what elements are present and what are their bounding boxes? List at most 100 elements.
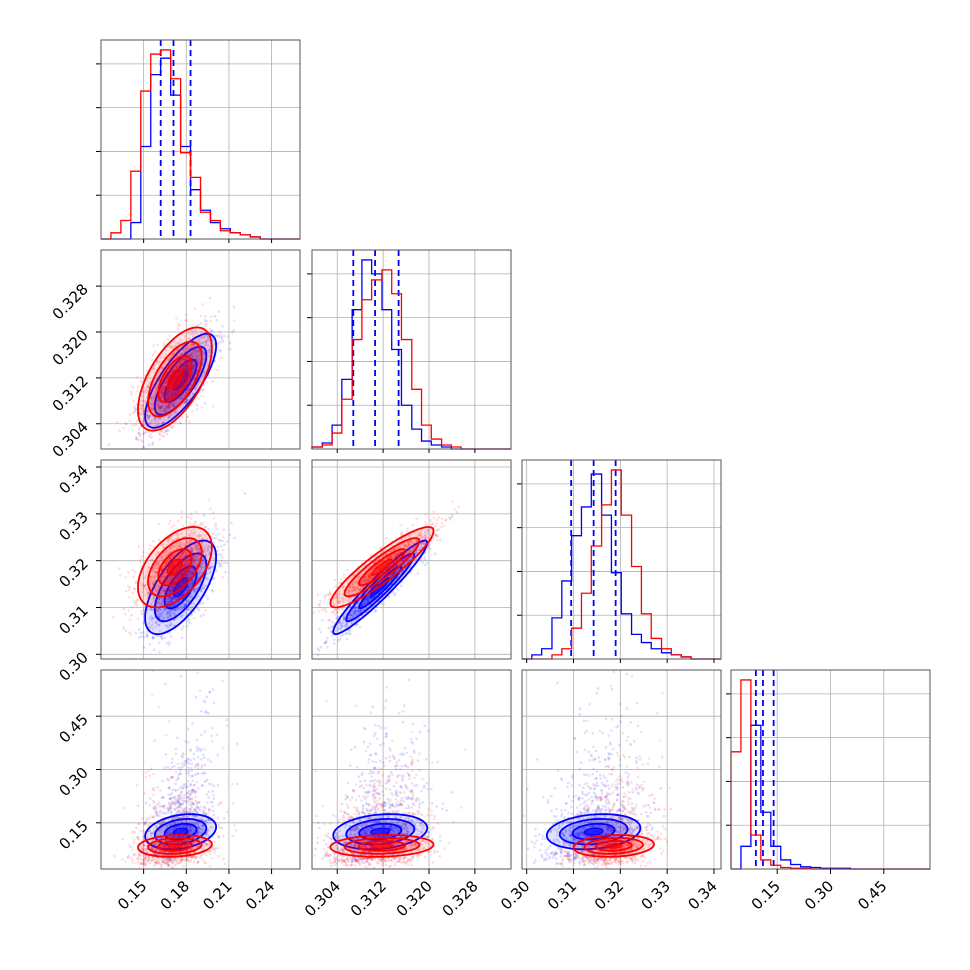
scatter-point bbox=[150, 398, 154, 402]
scatter-point bbox=[187, 583, 191, 586]
scatter-point bbox=[151, 635, 155, 639]
scatter-point bbox=[183, 346, 187, 350]
scatter-point bbox=[142, 621, 145, 625]
scatter-points-series-2 bbox=[111, 498, 225, 636]
scatter-point bbox=[180, 352, 184, 356]
scatter-point bbox=[171, 596, 174, 599]
scatter-point bbox=[203, 526, 207, 529]
scatter-point bbox=[184, 363, 188, 367]
scatter-point bbox=[148, 435, 151, 438]
scatter-point bbox=[190, 373, 194, 376]
scatter-point bbox=[207, 567, 211, 571]
scatter-point bbox=[161, 405, 165, 409]
scatter-point bbox=[149, 433, 152, 436]
scatter-point bbox=[194, 587, 198, 591]
scatter-point bbox=[187, 361, 191, 365]
scatter-point bbox=[187, 570, 191, 574]
scatter-point bbox=[163, 636, 167, 640]
scatter-point bbox=[163, 385, 167, 389]
scatter-point bbox=[194, 354, 198, 357]
scatter-point bbox=[185, 391, 188, 395]
scatter-point bbox=[139, 560, 142, 564]
scatter-point bbox=[161, 393, 165, 396]
scatter-point bbox=[176, 519, 180, 523]
scatter-point bbox=[133, 405, 136, 408]
scatter-point bbox=[226, 334, 230, 338]
scatter-point bbox=[164, 429, 167, 433]
scatter-point bbox=[176, 348, 180, 351]
scatter-point bbox=[188, 386, 191, 390]
scatter-point bbox=[168, 579, 172, 582]
scatter-point bbox=[188, 521, 192, 525]
scatter-point bbox=[220, 338, 224, 342]
scatter-point bbox=[132, 399, 136, 403]
scatter-point bbox=[167, 404, 171, 407]
scatter-point bbox=[175, 608, 178, 612]
scatter-point bbox=[204, 608, 207, 612]
scatter-point bbox=[162, 591, 165, 594]
scatter-point bbox=[176, 398, 180, 402]
scatter-point bbox=[192, 344, 195, 348]
scatter-point bbox=[173, 603, 176, 606]
scatter-point bbox=[170, 599, 174, 602]
scatter-point bbox=[212, 537, 216, 540]
scatter-point bbox=[187, 558, 191, 561]
scatter-point bbox=[160, 391, 163, 394]
scatter-point bbox=[181, 572, 184, 576]
scatter-point bbox=[193, 560, 196, 564]
scatter-point bbox=[188, 363, 192, 367]
scatter-point bbox=[142, 431, 146, 435]
scatter-point bbox=[139, 379, 143, 383]
scatter-point bbox=[187, 362, 190, 365]
scatter-point bbox=[168, 588, 172, 592]
scatter-point bbox=[165, 393, 168, 396]
scatter-point bbox=[151, 443, 155, 446]
scatter-point bbox=[167, 626, 170, 630]
scatter-point bbox=[173, 393, 176, 396]
scatter-point bbox=[159, 390, 162, 393]
scatter-point bbox=[160, 388, 163, 392]
scatter-point bbox=[188, 576, 191, 579]
scatter-point bbox=[178, 397, 182, 400]
scatter-point bbox=[345, 637, 349, 641]
scatter-point bbox=[222, 535, 225, 539]
scatter-point bbox=[166, 406, 170, 409]
scatter-point bbox=[169, 406, 172, 409]
scatter-point bbox=[187, 365, 191, 368]
scatter-point bbox=[153, 416, 157, 419]
scatter-point bbox=[156, 403, 159, 406]
scatter-point bbox=[161, 386, 164, 389]
scatter-point bbox=[167, 601, 171, 604]
scatter-point bbox=[179, 362, 182, 366]
scatter-point bbox=[146, 385, 149, 388]
scatter-point bbox=[169, 605, 173, 608]
scatter-point bbox=[164, 405, 167, 409]
scatter-point bbox=[206, 336, 210, 339]
scatter-point bbox=[211, 405, 215, 408]
scatter-point bbox=[169, 395, 172, 398]
scatter-point bbox=[167, 397, 171, 400]
scatter-point bbox=[168, 402, 172, 406]
scatter-point bbox=[169, 595, 173, 599]
scatter-point bbox=[207, 349, 211, 352]
scatter-point bbox=[192, 365, 195, 368]
scatter-point bbox=[215, 318, 219, 322]
scatter-point bbox=[182, 564, 186, 568]
scatter-point bbox=[154, 570, 157, 574]
scatter-point bbox=[128, 586, 132, 589]
scatter-point bbox=[201, 586, 205, 590]
scatter-point bbox=[196, 576, 200, 580]
scatter-point bbox=[192, 528, 196, 531]
scatter-point bbox=[209, 327, 212, 331]
scatter-point bbox=[439, 525, 443, 529]
scatter-point bbox=[374, 609, 377, 612]
scatter-point bbox=[180, 352, 184, 355]
scatter-point bbox=[177, 342, 180, 345]
scatter-point bbox=[183, 359, 187, 362]
scatter-point bbox=[154, 621, 157, 625]
scatter-point bbox=[185, 558, 189, 562]
scatter-point bbox=[191, 392, 195, 395]
scatter-point bbox=[180, 553, 184, 556]
scatter-point bbox=[148, 414, 152, 418]
scatter-point bbox=[136, 617, 140, 621]
